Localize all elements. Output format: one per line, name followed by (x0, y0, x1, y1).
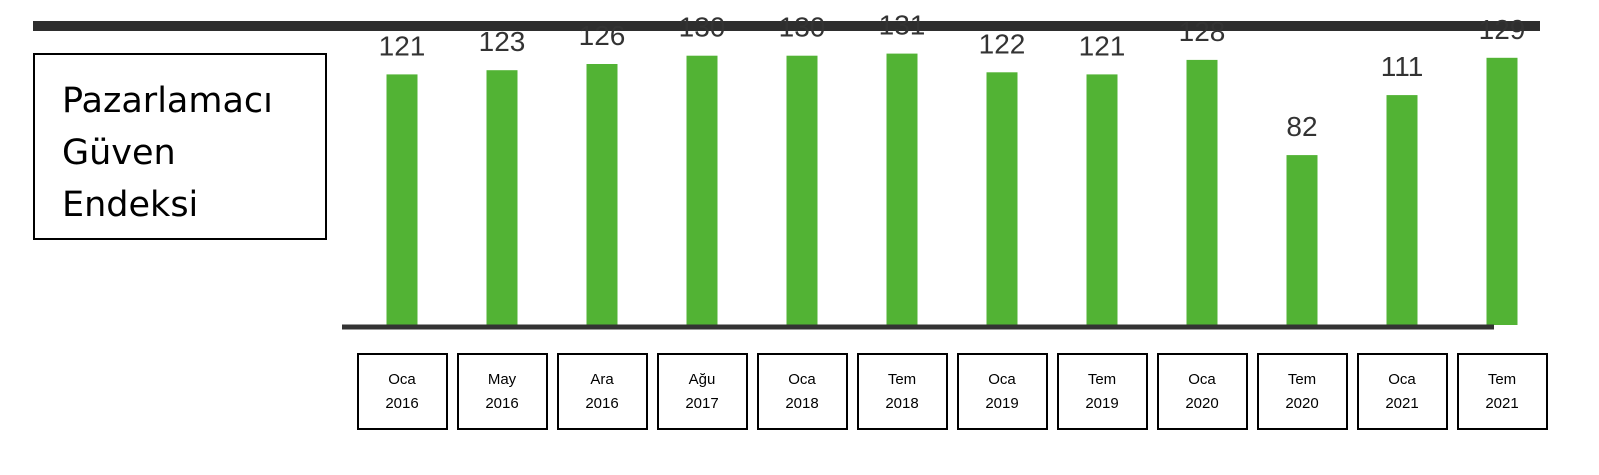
value-label-6: 122 (979, 28, 1026, 59)
category-box-2: Ara 2016 (556, 353, 648, 430)
category-label-5: Tem 2018 (885, 370, 919, 412)
category-label-4: Oca 2018 (785, 370, 819, 412)
bars-layer (386, 53, 1518, 326)
title-box: Pazarlamacı Güven Endeksi (33, 53, 327, 240)
bar-0 (386, 74, 418, 326)
bar-8 (1186, 59, 1218, 326)
value-label-11: 129 (1479, 14, 1526, 45)
category-box-6: Oca 2019 (956, 353, 1048, 430)
category-label-9: Tem 2020 (1285, 370, 1319, 412)
category-box-9: Tem 2020 (1256, 353, 1348, 430)
chart-title: Pazarlamacı Güven Endeksi (62, 81, 273, 225)
value-label-5: 131 (879, 10, 926, 41)
bar-9 (1286, 155, 1318, 325)
category-box-4: Oca 2018 (756, 353, 848, 430)
value-labels-layer: 121 123 126 130 130 131 122 121 128 82 111 129 (379, 10, 1526, 143)
bar-11 (1486, 57, 1518, 326)
category-box-7: Tem 2019 (1056, 353, 1148, 430)
bar-5 (886, 53, 918, 325)
bar-6 (986, 72, 1018, 325)
category-box-10: Oca 2021 (1356, 353, 1448, 430)
value-label-1: 123 (479, 26, 526, 57)
value-label-10: 111 (1381, 51, 1424, 82)
value-label-9: 82 (1286, 111, 1317, 142)
category-label-0: Oca 2016 (385, 370, 419, 412)
bar-3 (686, 55, 718, 325)
category-label-10: Oca 2021 (1385, 370, 1419, 412)
bar-10 (1386, 95, 1418, 325)
value-label-2: 126 (579, 20, 626, 51)
bar-2 (586, 64, 618, 325)
bar-4 (786, 55, 818, 325)
bar-7 (1086, 74, 1118, 326)
value-label-0: 121 (379, 30, 426, 61)
category-label-1: May 2016 (485, 370, 519, 412)
category-box-1: May 2016 (456, 353, 548, 430)
value-label-7: 121 (1079, 30, 1126, 61)
category-label-2: Ara 2016 (585, 370, 619, 412)
category-label-7: Tem 2019 (1085, 370, 1119, 412)
category-label-6: Oca 2019 (985, 370, 1019, 412)
value-label-4: 130 (779, 12, 826, 43)
category-box-8: Oca 2020 (1156, 353, 1248, 430)
category-box-5: Tem 2018 (856, 353, 948, 430)
category-label-8: Oca 2020 (1185, 370, 1219, 412)
category-box-3: Ağu 2017 (656, 353, 748, 430)
category-box-11: Tem 2021 (1456, 353, 1548, 430)
top-rule (33, 21, 1540, 31)
value-label-8: 128 (1179, 16, 1226, 47)
category-label-3: Ağu 2017 (685, 370, 719, 412)
category-label-11: Tem 2021 (1485, 370, 1519, 412)
bar-1 (486, 70, 518, 325)
category-box-0: Oca 2016 (356, 353, 448, 430)
value-label-3: 130 (679, 12, 726, 43)
